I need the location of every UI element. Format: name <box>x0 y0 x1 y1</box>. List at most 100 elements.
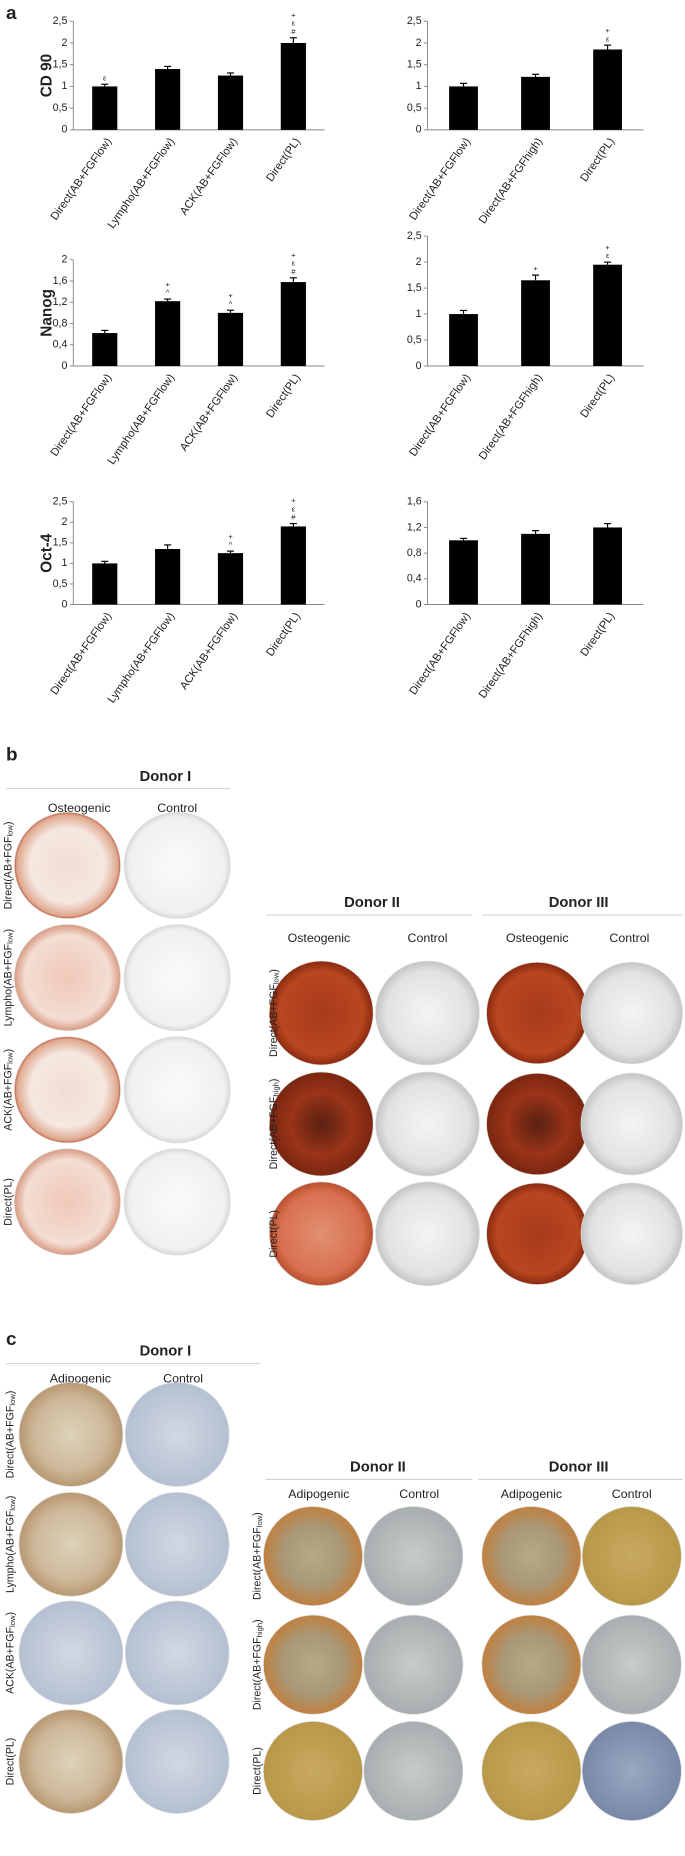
photo <box>481 1614 582 1715</box>
photo <box>263 1614 363 1715</box>
photo <box>580 961 683 1065</box>
photo <box>18 1382 124 1487</box>
y-tick-label: 1 <box>61 557 67 569</box>
bar <box>217 312 244 367</box>
photo <box>375 1181 480 1287</box>
row-label-text: Direct(AB+FGF <box>268 984 280 1057</box>
y-tick-label: 2 <box>61 254 67 266</box>
group-title: Donor II <box>344 895 400 911</box>
y-tick-label: 1 <box>416 308 422 320</box>
x-tick-label: Direct(AB+FGFlow) <box>407 610 473 697</box>
photo <box>124 1382 230 1487</box>
column-label: Control <box>609 931 649 945</box>
significance-mark: # <box>291 267 296 276</box>
y-tick-label: 0 <box>416 124 422 136</box>
y-tick-label: 1,5 <box>407 59 422 71</box>
row-label-sub: low <box>6 932 15 944</box>
photo <box>363 1721 464 1821</box>
photo <box>18 1492 124 1597</box>
row-label-text: Direct(AB+FGF <box>251 1637 263 1710</box>
x-tick-label: Lympho(AB+FGFlow) <box>106 610 178 705</box>
significance-mark: ε <box>606 34 610 43</box>
row-label-text: Direct(AB+FGF <box>251 1527 263 1600</box>
x-tick-label: Direct(AB+FGFhigh) <box>477 136 545 226</box>
row-label-text: Direct(PL) <box>5 1738 17 1786</box>
y-tick-label: 0,5 <box>53 102 68 114</box>
row-label-text: Direct(PL) <box>2 1178 14 1226</box>
column-label: Adipogenic <box>501 1487 562 1501</box>
y-tick-label: 1 <box>416 80 422 92</box>
y-tick-label: 2,5 <box>407 230 422 242</box>
significance-mark: + <box>291 10 296 19</box>
y-tick-label: 0,4 <box>53 339 68 351</box>
bar <box>92 563 118 605</box>
photo <box>123 1036 231 1144</box>
y-tick-label: 0 <box>416 598 422 610</box>
column-label: Adipogenic <box>50 1371 111 1385</box>
x-tick-label: Direct(AB+FGFlow) <box>49 136 115 223</box>
bar <box>449 86 478 130</box>
row-label: Direct(PL) <box>251 1747 263 1795</box>
significance-mark: ε <box>292 259 296 268</box>
panel-label: a <box>6 3 17 24</box>
row-label-text: Direct(PL) <box>251 1747 263 1795</box>
y-tick-label: 2 <box>61 516 67 528</box>
significance-mark: ε <box>292 19 296 28</box>
y-tick-label: 1,6 <box>53 275 68 287</box>
bar <box>92 333 118 367</box>
column-label: Osteogenic <box>48 801 111 815</box>
significance-mark: + <box>291 496 296 505</box>
photo <box>123 924 231 1032</box>
x-tick-label: ACK(AB+FGFlow) <box>178 610 240 692</box>
photo <box>13 924 121 1032</box>
x-tick-label: ACK(AB+FGFlow) <box>178 136 240 218</box>
row-label-text: ) <box>2 929 14 933</box>
photo <box>581 1506 682 1607</box>
x-tick-label: Direct(PL) <box>578 136 617 184</box>
row-label-text: ACK(AB+FGF <box>2 1063 14 1130</box>
row-label-text: ) <box>5 1391 17 1395</box>
bar <box>217 75 244 130</box>
x-tick-label: Direct(AB+FGFlow) <box>49 610 115 697</box>
photo <box>363 1614 464 1715</box>
bar <box>92 86 118 130</box>
row-label: Direct(PL) <box>2 1178 14 1226</box>
row-label-text: ) <box>5 1496 17 1500</box>
column-label: Osteogenic <box>506 931 569 945</box>
significance-mark: ε <box>606 251 610 260</box>
photo <box>13 1148 121 1256</box>
bar <box>449 314 478 367</box>
row-label-text: Direct(AB+FGF <box>268 1096 280 1169</box>
bar <box>593 527 622 605</box>
photo <box>263 1721 363 1821</box>
x-tick-label: Direct(AB+FGFhigh) <box>477 610 545 700</box>
group-title: Donor II <box>350 1459 406 1475</box>
row-label-text: ) <box>2 821 14 825</box>
bar <box>521 76 550 130</box>
column-label: Adipogenic <box>288 1487 349 1501</box>
y-tick-label: 0,4 <box>407 573 422 585</box>
significance-mark: ^ <box>166 288 170 297</box>
photo <box>363 1506 464 1607</box>
bar <box>280 282 306 367</box>
row-label-sub: high <box>271 1082 280 1096</box>
row-label-text: ) <box>2 1049 14 1053</box>
row-label-sub: low <box>8 1499 17 1511</box>
row-label: ACK(AB+FGFlow) <box>2 1049 15 1131</box>
photo <box>481 1506 582 1607</box>
column-label: Control <box>157 801 197 815</box>
x-tick-label: Direct(AB+FGFlow) <box>49 372 115 459</box>
y-tick-label: 1,2 <box>407 521 422 533</box>
x-tick-label: Direct(PL) <box>264 372 303 420</box>
row-label-text: ) <box>268 969 280 973</box>
x-tick-label: Direct(AB+FGFhigh) <box>477 372 545 462</box>
group-title: Donor I <box>140 1344 192 1360</box>
significance-mark: ^ <box>229 299 233 308</box>
row-label-sub: high <box>255 1623 264 1637</box>
column-label: Control <box>399 1487 439 1501</box>
bar <box>521 280 550 367</box>
y-tick-label: 2 <box>416 37 422 49</box>
y-tick-label: 2 <box>416 256 422 268</box>
